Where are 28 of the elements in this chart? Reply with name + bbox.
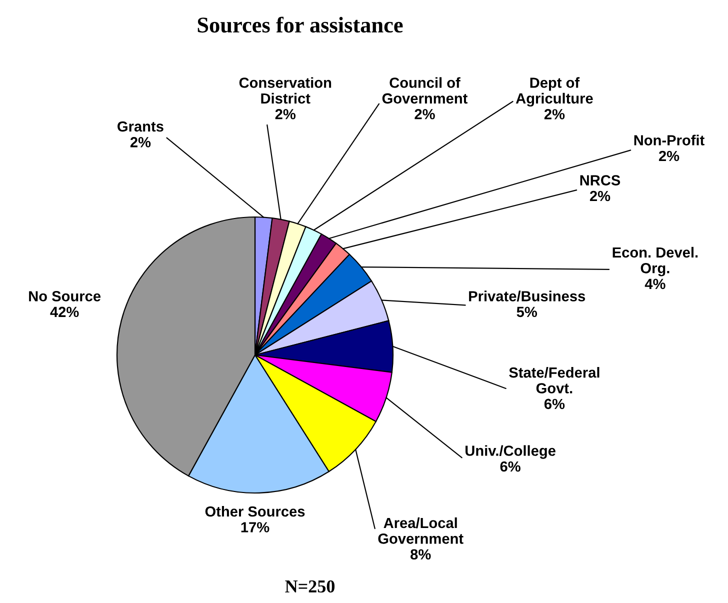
text: N=250 (285, 580, 335, 593)
data-label: 6% (500, 461, 520, 472)
data-label: 4% (644, 278, 666, 290)
slice-label: NRCS (580, 175, 620, 186)
data-label: 8% (410, 549, 431, 560)
data-label: 2% (658, 150, 680, 162)
slice-label: Econ. Devel. Org. (612, 246, 698, 276)
data-label: 2% (275, 108, 296, 120)
chart-title: Sources for assistance (198, 16, 403, 33)
slice-label: Grants (118, 121, 164, 132)
data-label: 2% (414, 108, 435, 120)
data-label: 42% (50, 306, 79, 318)
slice-label: No Source (29, 291, 101, 302)
data-label: 5% (516, 306, 538, 318)
slice-label: Other Sources (205, 506, 305, 517)
slice-label: Conservation District (239, 77, 332, 104)
slice-label: Council of Government (382, 77, 468, 104)
data-label: 2% (130, 137, 151, 148)
data-label: 2% (590, 190, 610, 202)
data-label: 6% (544, 398, 565, 410)
slice-label: Univ./College (466, 445, 556, 459)
slice-label: Area/Local Government (378, 517, 464, 544)
slice-label: State/Federal Govt. (509, 366, 600, 394)
data-label: 2% (544, 109, 565, 120)
slice-label: Private/Business (469, 290, 586, 302)
slice-label: Dept of Agriculture (516, 77, 593, 107)
data-label: 17% (241, 522, 270, 532)
slice-label: Non-Profit (634, 134, 704, 146)
